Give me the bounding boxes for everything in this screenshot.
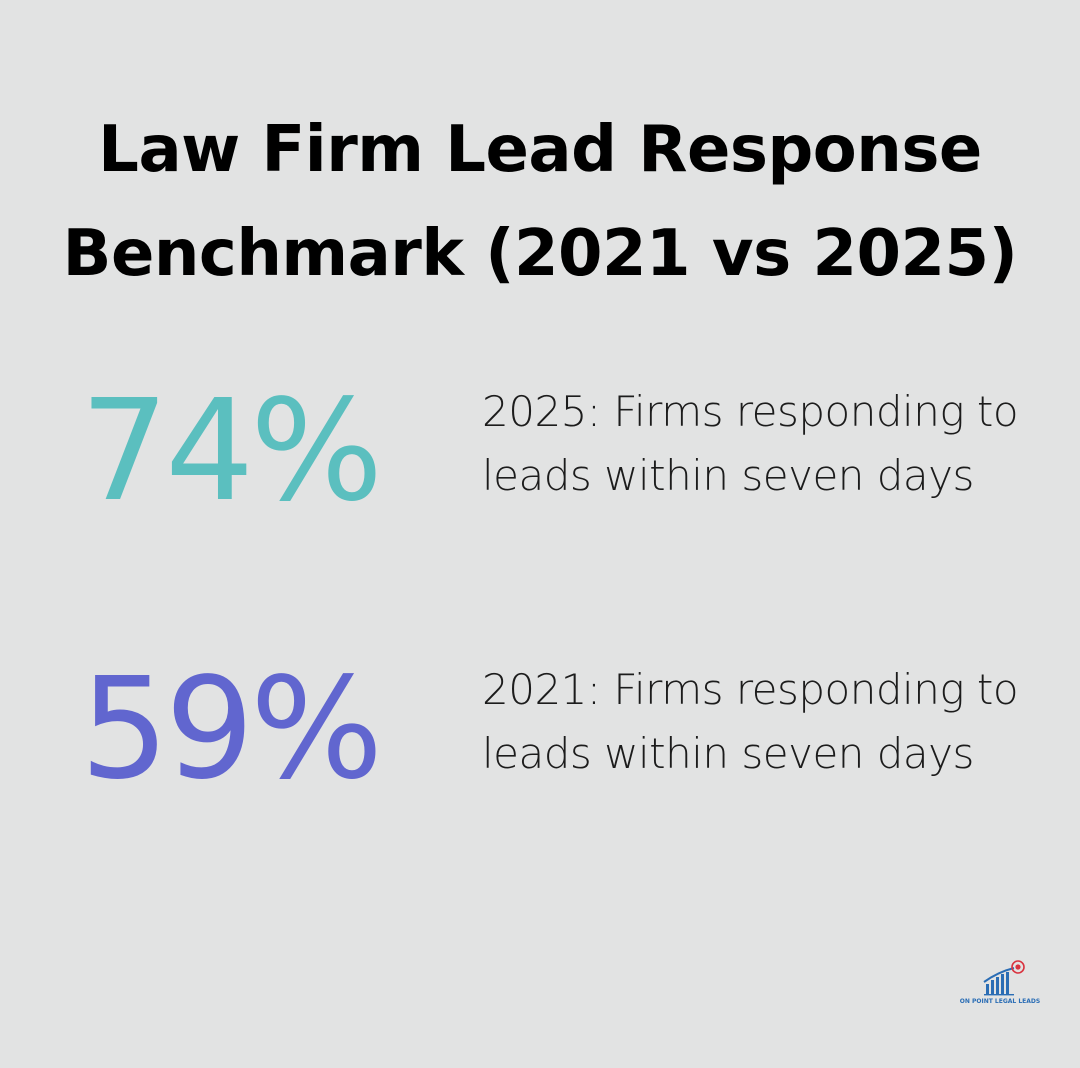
stat-description-2021: 2021: Firms responding to leads within s…	[482, 665, 1019, 778]
title-line-2: Benchmark (2021 vs 2025)	[62, 217, 1018, 291]
stat-value-2021: 59%	[80, 648, 383, 811]
logo-text: ON POINT LEGAL LEADS	[959, 998, 1041, 1005]
bar-chart-target-icon	[983, 960, 1025, 996]
page-title: Law Firm Lead Response Benchmark (2021 v…	[0, 98, 1080, 306]
stat-value-2025: 74%	[80, 370, 383, 533]
title-line-1: Law Firm Lead Response	[98, 113, 982, 187]
brand-logo: ON POINT LEGAL LEADS	[958, 958, 1042, 1014]
stat-description-2025: 2025: Firms responding to leads within s…	[482, 387, 1019, 500]
stat-row-2021: 59% 2021: Firms responding to leads with…	[0, 650, 1080, 850]
stat-row-2025: 74% 2025: Firms responding to leads with…	[0, 372, 1080, 572]
